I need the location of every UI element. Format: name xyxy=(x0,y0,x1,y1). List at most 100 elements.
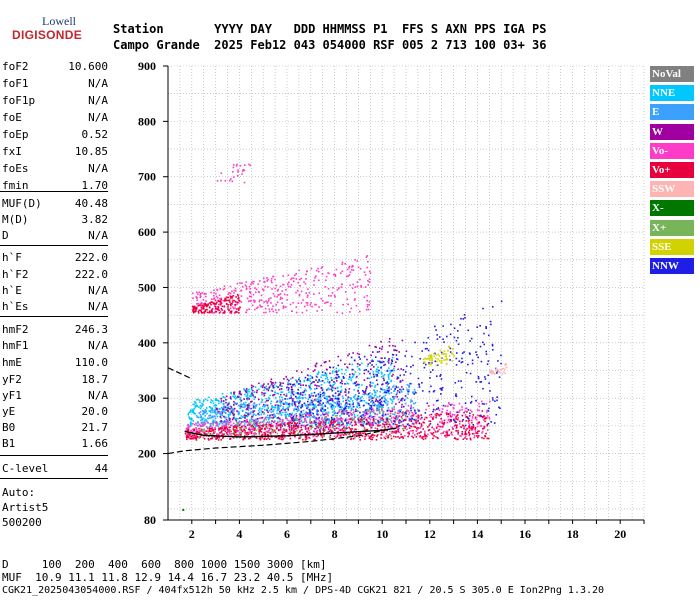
cluster-nnw xyxy=(287,300,503,427)
data-point xyxy=(329,397,332,400)
data-point xyxy=(300,420,302,422)
data-point xyxy=(421,437,423,439)
data-point xyxy=(302,384,304,386)
data-point xyxy=(331,414,334,417)
data-point xyxy=(209,302,211,304)
data-point xyxy=(237,422,240,424)
cluster-sse xyxy=(422,345,455,367)
data-point xyxy=(280,391,282,393)
data-point xyxy=(198,399,201,402)
data-point xyxy=(390,399,393,401)
digisonde-logo: Lowell DIGISONDE xyxy=(4,6,82,42)
data-point xyxy=(432,390,435,393)
data-point xyxy=(289,397,291,400)
data-point xyxy=(215,307,217,310)
data-point xyxy=(341,270,344,272)
data-point xyxy=(295,379,297,381)
data-point xyxy=(217,412,219,414)
param-row: B0 21.7 xyxy=(2,421,108,435)
data-point xyxy=(275,385,278,388)
data-point xyxy=(446,409,448,412)
data-point xyxy=(484,420,486,423)
data-point xyxy=(193,429,195,431)
param-value: 10.85 xyxy=(74,145,108,158)
data-point xyxy=(210,303,212,306)
data-point xyxy=(405,350,408,353)
data-point xyxy=(425,435,428,437)
data-point xyxy=(291,376,294,379)
data-point xyxy=(438,355,441,357)
data-point xyxy=(286,386,288,389)
data-point xyxy=(384,421,387,424)
data-point xyxy=(312,432,314,435)
data-point xyxy=(439,373,442,376)
data-point xyxy=(430,413,433,416)
data-point xyxy=(205,308,208,311)
data-point xyxy=(211,310,213,312)
data-point xyxy=(292,280,295,283)
data-point xyxy=(226,404,229,406)
data-point xyxy=(350,269,353,271)
data-point xyxy=(446,432,449,434)
data-point xyxy=(282,402,284,405)
data-point xyxy=(331,411,334,413)
data-point xyxy=(341,263,343,266)
data-point xyxy=(397,430,400,433)
data-point xyxy=(214,415,216,418)
data-point xyxy=(457,433,459,435)
data-point xyxy=(249,164,252,167)
data-point xyxy=(258,398,260,401)
data-point xyxy=(347,303,349,306)
data-point xyxy=(291,398,293,400)
data-point xyxy=(304,412,306,415)
data-point xyxy=(345,275,348,278)
data-point xyxy=(289,383,292,385)
data-point xyxy=(313,284,315,286)
data-point xyxy=(383,373,386,376)
data-point xyxy=(269,427,272,430)
data-point xyxy=(219,412,221,415)
data-point xyxy=(454,381,457,384)
data-point xyxy=(210,298,213,301)
data-point xyxy=(253,398,256,400)
data-point xyxy=(458,402,461,405)
data-point xyxy=(481,430,484,433)
data-point xyxy=(254,308,256,311)
data-point xyxy=(232,414,235,417)
data-point xyxy=(420,425,423,427)
data-point xyxy=(356,406,359,408)
data-point xyxy=(232,432,234,435)
data-point xyxy=(385,382,387,385)
data-point xyxy=(310,426,313,428)
data-point xyxy=(261,305,263,308)
data-point xyxy=(221,393,224,395)
data-point xyxy=(245,391,248,394)
data-point xyxy=(190,424,192,427)
data-point xyxy=(250,417,253,420)
data-point xyxy=(339,415,341,417)
data-point xyxy=(389,412,392,415)
data-point xyxy=(465,371,468,374)
data-point xyxy=(315,424,317,427)
data-point xyxy=(347,422,350,424)
data-point xyxy=(325,397,327,400)
data-point xyxy=(407,435,409,438)
data-point xyxy=(186,427,188,430)
data-point xyxy=(336,402,339,405)
data-point xyxy=(393,369,395,372)
data-point xyxy=(387,420,390,423)
data-point xyxy=(192,433,194,436)
data-point xyxy=(274,436,276,438)
data-point xyxy=(490,369,492,372)
x-tick-label: 12 xyxy=(424,527,436,541)
x-tick-label: 6 xyxy=(284,527,290,541)
data-point xyxy=(266,280,268,282)
data-point xyxy=(187,413,190,416)
data-point xyxy=(383,436,385,439)
data-point xyxy=(429,355,432,357)
data-point xyxy=(358,356,360,358)
data-point xyxy=(346,424,348,426)
data-point xyxy=(398,419,401,422)
data-point xyxy=(408,432,410,435)
data-point xyxy=(426,347,428,350)
